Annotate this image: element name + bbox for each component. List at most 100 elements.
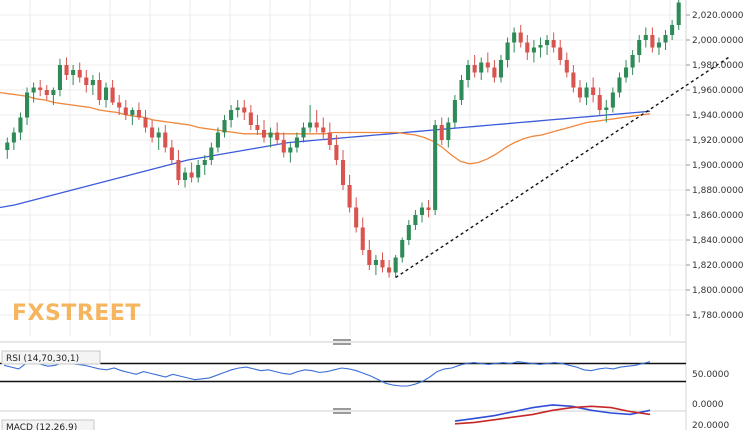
candle-body [406, 225, 411, 240]
candle-body [518, 32, 523, 43]
candle-body [11, 132, 16, 143]
candle-body [64, 65, 69, 75]
candle-body [51, 90, 56, 95]
macd-label: MACD (12,26,9) [6, 423, 77, 430]
rsi-tick-label: 50.0000 [692, 370, 729, 380]
trendline [395, 56, 729, 279]
sma-fast-line [0, 91, 651, 165]
y-tick-label: 1,940.0000 [692, 111, 744, 121]
candle-body [123, 107, 128, 115]
candle-body [452, 100, 457, 123]
macd-signal-line [454, 405, 651, 425]
candle-body [413, 215, 418, 225]
candle-body [373, 260, 378, 265]
candle-body [229, 110, 234, 120]
candle-body [354, 207, 359, 228]
candle-body [189, 172, 194, 178]
candle-body [255, 125, 260, 130]
candle-body [103, 87, 109, 100]
candle-body [400, 240, 405, 258]
candle-body [676, 2, 681, 25]
candle-body [564, 60, 569, 73]
y-tick-label: 1,880.0000 [692, 186, 744, 196]
candle-body [222, 120, 227, 133]
candle-body [268, 132, 273, 138]
candle-body [31, 87, 36, 93]
candle-body [97, 80, 102, 100]
candle-body [419, 207, 425, 215]
y-tick-label: 1,820.0000 [692, 261, 744, 271]
candle-body [505, 42, 510, 60]
resize-handle[interactable] [333, 408, 351, 410]
y-tick-label: 1,840.0000 [692, 236, 744, 246]
candle-body [485, 62, 490, 68]
candle-body [308, 122, 313, 128]
resize-handle[interactable] [333, 412, 351, 414]
candle-body [558, 47, 563, 60]
macd-line [454, 404, 651, 422]
candle-body [571, 72, 576, 88]
candle-body [327, 132, 332, 145]
y-tick-label: 1,900.0000 [692, 161, 744, 171]
y-tick-label: 1,800.0000 [692, 286, 744, 296]
candle-body [5, 142, 10, 150]
candle-body [472, 65, 477, 73]
y-tick-label: 2,000.0000 [692, 36, 744, 46]
candle-body [466, 65, 471, 80]
resize-handle[interactable] [333, 343, 351, 345]
candle-body [426, 207, 431, 210]
candle-body [163, 132, 168, 148]
candle-body [393, 257, 398, 273]
candle-body [169, 147, 174, 160]
candle-body [479, 62, 484, 73]
macd-tick-label: 20.0000 [692, 421, 729, 430]
candle-body [209, 147, 214, 160]
candle-body [531, 47, 536, 53]
candle-body [44, 90, 49, 95]
candle-body [584, 87, 589, 98]
sma-slow-line [0, 110, 651, 209]
candle-body [512, 32, 517, 43]
candle-body [84, 77, 89, 85]
candle-body [670, 25, 675, 35]
candle-body [340, 160, 346, 185]
candle-body [150, 127, 155, 138]
rsi-line [3, 361, 651, 387]
candle-body [604, 107, 609, 110]
candle-body [294, 137, 299, 148]
candle-body [57, 65, 62, 90]
candle-body [314, 122, 319, 128]
candle-body [591, 87, 596, 95]
resize-handle[interactable] [333, 339, 351, 341]
candle-body [610, 92, 615, 108]
candle-body [643, 35, 648, 40]
candle-body [577, 87, 583, 98]
candle-body [261, 130, 267, 138]
candle-body [117, 102, 122, 108]
candle-body [624, 67, 629, 78]
candle-body [156, 132, 161, 138]
candle-body [143, 117, 148, 128]
candle-body [136, 110, 141, 118]
candle-body [439, 125, 444, 140]
candle-body [275, 132, 280, 140]
candle-body [38, 87, 43, 90]
y-tick-label: 1,860.0000 [692, 211, 744, 221]
candle-body [637, 40, 642, 55]
candle-body [347, 185, 352, 208]
candle-body [650, 35, 655, 48]
candle-body [630, 55, 635, 68]
candle-body [71, 70, 76, 75]
candle-body [176, 160, 181, 180]
y-tick-label: 1,780.0000 [692, 311, 744, 321]
candle-body [367, 250, 372, 265]
candle-body [242, 107, 247, 113]
candle-body [77, 70, 82, 78]
candle-body [459, 80, 464, 100]
candle-body [130, 110, 135, 115]
y-tick-label: 1,920.0000 [692, 136, 744, 146]
candle-body [433, 125, 438, 210]
rsi-label-box [1, 350, 101, 365]
